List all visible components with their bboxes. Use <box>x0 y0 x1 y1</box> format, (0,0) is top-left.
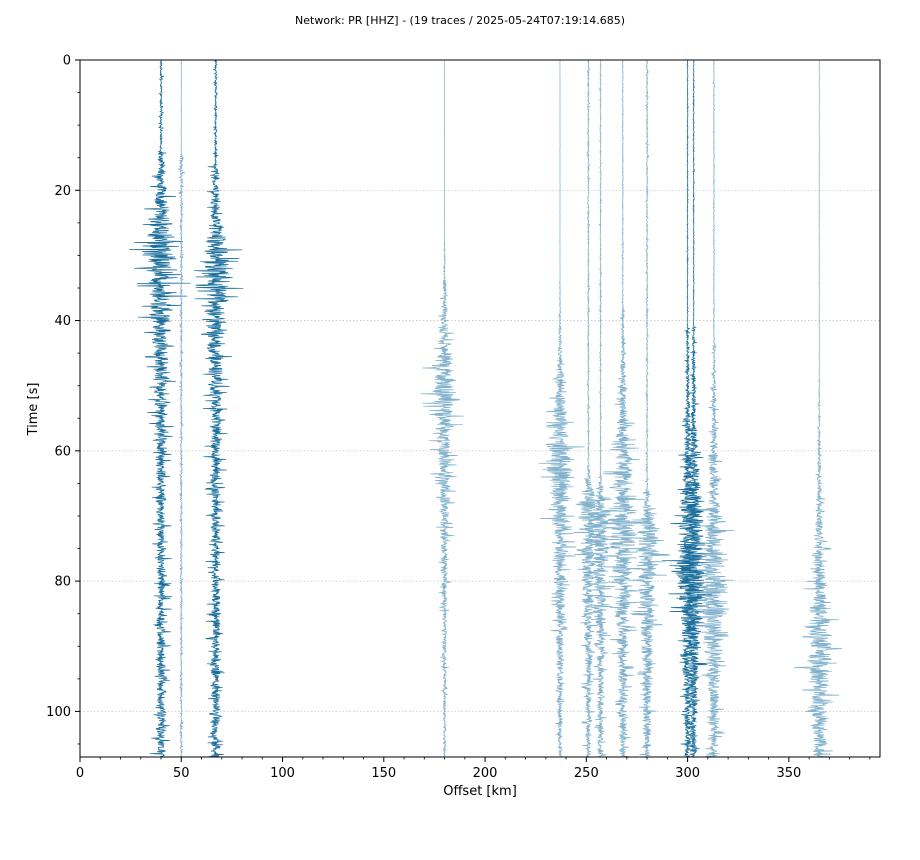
x-tick-label-350: 350 <box>776 766 801 781</box>
x-tick-label-250: 250 <box>574 766 599 781</box>
y-tick-label-100: 100 <box>46 705 71 720</box>
trace-offset-303km <box>668 59 717 758</box>
y-axis-label: Time [s] <box>26 383 41 437</box>
grid-lines <box>80 189 880 712</box>
trace-offset-268km <box>600 59 651 758</box>
trace-offset-365km <box>793 59 842 758</box>
x-tick-label-300: 300 <box>675 766 700 781</box>
y-tick-label-60: 60 <box>54 444 71 459</box>
x-tick-label-0: 0 <box>76 766 84 781</box>
traces <box>128 59 842 758</box>
trace-offset-251km <box>573 59 607 758</box>
trace-offset-313km <box>686 60 735 758</box>
trace-offset-237km <box>538 59 585 758</box>
plot-frame <box>79 59 881 758</box>
trace-offset-300km <box>661 59 708 758</box>
y-axis-ticks: 0 20 40 60 80 100 <box>46 54 80 745</box>
x-axis-ticks: 0 50 100 150 200 250 300 350 <box>76 757 871 781</box>
trace-offset-257km <box>582 59 620 758</box>
x-tick-label-100: 100 <box>270 766 295 781</box>
trace-offset-180km <box>420 59 464 758</box>
x-tick-label-150: 150 <box>371 766 396 781</box>
y-tick-label-80: 80 <box>54 575 71 590</box>
x-tick-label-200: 200 <box>473 766 498 781</box>
trace-offset-40km <box>128 59 191 758</box>
trace-offset-67km <box>193 59 244 758</box>
x-axis-label: Offset [km] <box>443 784 517 799</box>
x-tick-label-50: 50 <box>173 766 190 781</box>
y-tick-label-0: 0 <box>63 54 71 69</box>
trace-offset-50km <box>177 59 186 758</box>
trace-offset-280km <box>628 59 671 758</box>
chart-title: Network: PR [HHZ] - (19 traces / 2025-05… <box>295 14 625 27</box>
y-tick-label-40: 40 <box>54 314 71 329</box>
y-tick-label-20: 20 <box>54 184 71 199</box>
